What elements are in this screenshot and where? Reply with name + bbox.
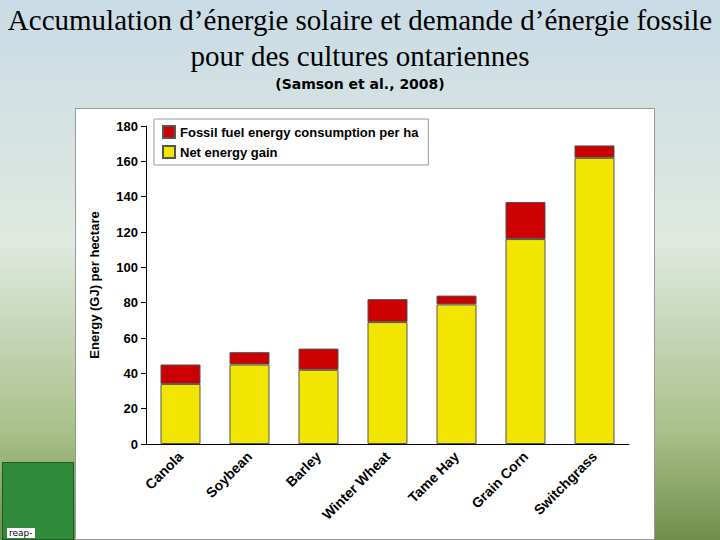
html-text:Accumulation d’énergie solaire: Accumulation d’énergie solaire et demand…: [7, 4, 713, 72]
svg-text:0: 0: [131, 437, 138, 452]
svg-text:Net energy gain: Net energy gain: [180, 145, 278, 160]
svg-text:120: 120: [116, 225, 138, 240]
svg-text:Fossil fuel energy consumption: Fossil fuel energy consumption per ha: [180, 125, 419, 140]
svg-text:Grain Corn: Grain Corn: [468, 448, 531, 511]
svg-text:Soybean: Soybean: [203, 448, 256, 501]
svg-text:140: 140: [116, 189, 138, 204]
html-text:reap-: reap-: [9, 528, 33, 538]
svg-text:20: 20: [124, 401, 138, 416]
svg-text:160: 160: [116, 154, 138, 169]
svg-text:Winter Wheat: Winter Wheat: [319, 448, 394, 523]
svg-text:Barley: Barley: [283, 448, 325, 490]
html-text:(Samson et al., 2008): (Samson et al., 2008): [275, 76, 445, 92]
svg-text:Energy (GJ) per hectare: Energy (GJ) per hectare: [87, 211, 102, 358]
svg-text:100: 100: [116, 260, 138, 275]
svg-text:180: 180: [116, 119, 138, 134]
svg-text:60: 60: [124, 331, 138, 346]
svg-text:40: 40: [124, 366, 138, 381]
svg-text:Canola: Canola: [142, 448, 186, 492]
svg-text:Switchgrass: Switchgrass: [531, 448, 601, 518]
svg-text:80: 80: [124, 295, 138, 310]
svg-text:Tame Hay: Tame Hay: [405, 448, 462, 505]
